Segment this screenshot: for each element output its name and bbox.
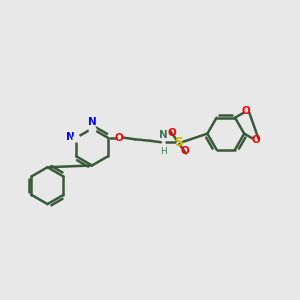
Text: O: O [167, 128, 176, 138]
Text: N: N [159, 130, 168, 140]
Text: S: S [174, 136, 183, 149]
Text: O: O [251, 135, 260, 145]
Text: N: N [66, 132, 75, 142]
Text: O: O [242, 106, 251, 116]
Text: N: N [88, 117, 96, 128]
Text: O: O [115, 133, 124, 143]
Text: O: O [180, 146, 189, 156]
Text: H: H [160, 147, 167, 156]
